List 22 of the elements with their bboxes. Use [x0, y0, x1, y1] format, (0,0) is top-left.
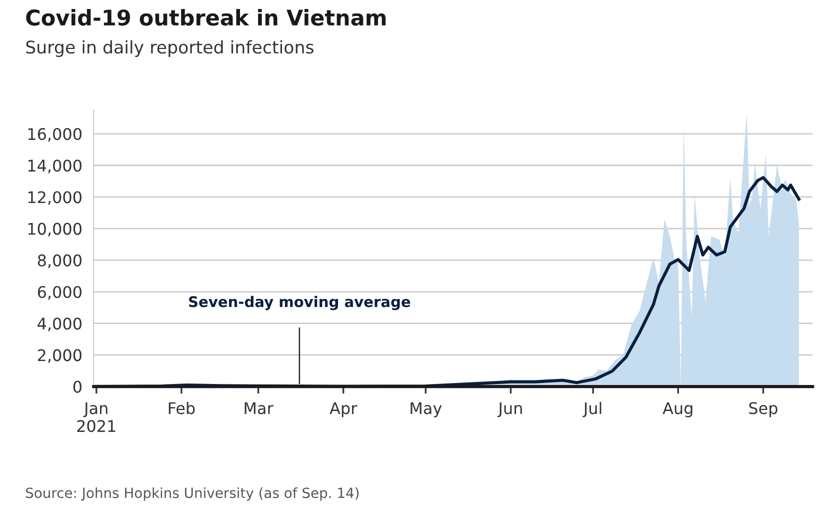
x-tick-label: Mar [244, 402, 274, 414]
y-tick-label: 4,000 [38, 318, 82, 332]
x-tick-label: Sep [749, 402, 778, 418]
y-tick-label: 8,000 [38, 254, 82, 268]
y-tick-label: 10,000 [28, 222, 82, 236]
source-note: Source: Johns Hopkins University (as of Sep. 14) [26, 487, 359, 501]
x-tick-label: Feb [168, 402, 195, 414]
x-tick-label: May [410, 402, 442, 418]
y-tick-label: 14,000 [28, 160, 82, 174]
y-tick-label: 16,000 [28, 128, 82, 142]
y-tick-label: 6,000 [38, 286, 82, 300]
y-tick-label: 0 [73, 380, 82, 393]
x-tick-label: Apr [330, 402, 358, 418]
chart-title: Covid-19 outbreak in Vietnam [26, 9, 386, 26]
x-tick-label: Aug [662, 402, 692, 418]
x-tick-label: Jun [497, 402, 522, 418]
x-tick-label: Jan 2021 [77, 402, 116, 432]
x-tick-label: Jul [582, 402, 602, 418]
chart-subtitle: Surge in daily reported infections [26, 40, 314, 58]
y-tick-label: 12,000 [28, 191, 82, 205]
y-tick-label: 2,000 [38, 349, 82, 363]
annotation: Seven-day moving average [189, 296, 410, 310]
